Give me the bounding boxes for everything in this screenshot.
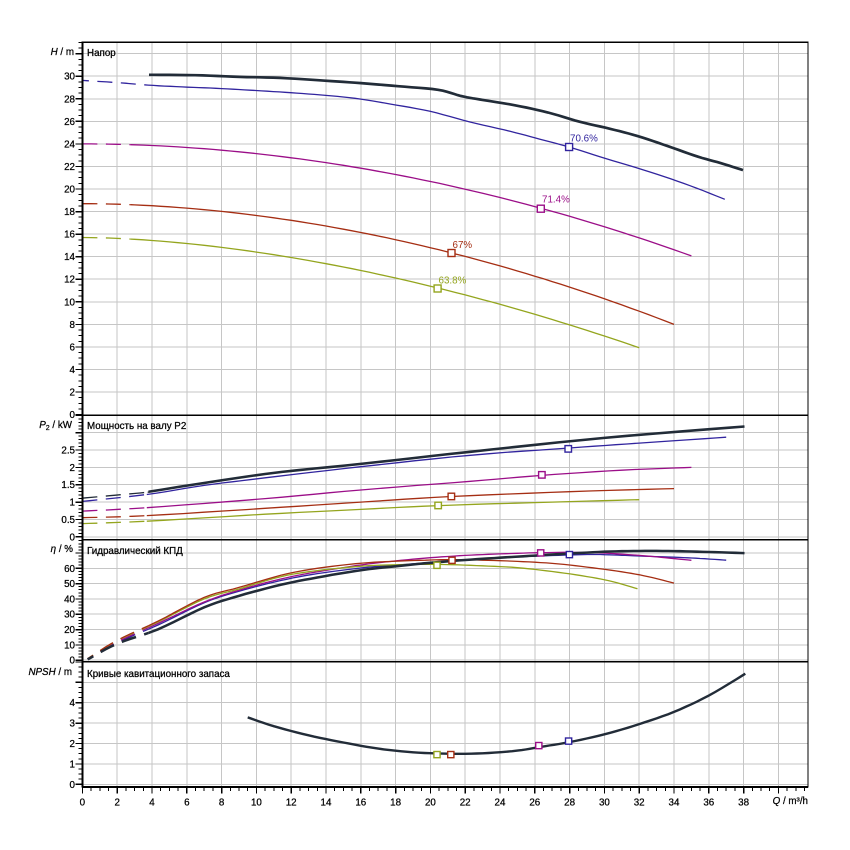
svg-text:0: 0 (70, 410, 76, 421)
svg-text:34: 34 (669, 797, 680, 808)
svg-text:12: 12 (286, 797, 297, 808)
svg-text:63.8%: 63.8% (439, 276, 467, 287)
svg-text:NPSH / m: NPSH / m (28, 667, 72, 678)
svg-text:4: 4 (70, 698, 76, 709)
svg-text:16: 16 (355, 797, 366, 808)
svg-text:0: 0 (80, 797, 86, 808)
svg-text:30: 30 (64, 72, 75, 83)
svg-text:10: 10 (251, 797, 262, 808)
svg-text:18: 18 (64, 207, 75, 218)
svg-text:1.5: 1.5 (61, 480, 75, 491)
svg-text:10: 10 (64, 640, 75, 651)
svg-text:Напор: Напор (87, 48, 116, 59)
svg-text:50: 50 (64, 579, 75, 590)
svg-text:28: 28 (64, 94, 75, 105)
svg-text:38: 38 (738, 797, 749, 808)
svg-text:2: 2 (70, 463, 75, 474)
svg-text:2: 2 (114, 797, 119, 808)
svg-text:71.4%: 71.4% (542, 195, 570, 206)
svg-text:2: 2 (70, 388, 75, 399)
svg-text:0: 0 (70, 656, 76, 667)
svg-text:14: 14 (64, 252, 75, 263)
svg-text:Гидравлический КПД: Гидравлический КПД (87, 546, 183, 557)
svg-text:26: 26 (64, 117, 75, 128)
svg-text:20: 20 (64, 185, 75, 196)
svg-text:30: 30 (64, 610, 75, 621)
svg-text:22: 22 (64, 162, 75, 173)
svg-text:1: 1 (70, 759, 75, 770)
svg-text:P2 / kW: P2 / kW (39, 420, 73, 432)
svg-text:28: 28 (564, 797, 575, 808)
svg-text:4: 4 (70, 365, 76, 376)
svg-text:60: 60 (64, 564, 75, 575)
svg-text:3: 3 (70, 719, 76, 730)
svg-text:Мощность на валу P2: Мощность на валу P2 (87, 421, 186, 432)
svg-text:2.5: 2.5 (61, 446, 75, 457)
svg-text:67%: 67% (453, 240, 473, 251)
svg-text:30: 30 (599, 797, 610, 808)
svg-text:40: 40 (64, 594, 75, 605)
svg-text:Кривые кавитационного запаса: Кривые кавитационного запаса (87, 669, 230, 680)
svg-text:14: 14 (321, 797, 332, 808)
svg-text:2: 2 (70, 739, 75, 750)
svg-text:12: 12 (64, 275, 75, 286)
svg-text:0: 0 (70, 780, 76, 791)
svg-text:8: 8 (219, 797, 225, 808)
svg-text:10: 10 (64, 297, 75, 308)
svg-text:6: 6 (184, 797, 190, 808)
svg-text:24: 24 (64, 139, 75, 150)
svg-text:6: 6 (70, 342, 76, 353)
svg-text:H / m: H / m (51, 47, 74, 58)
svg-text:8: 8 (70, 320, 76, 331)
svg-text:Q / m³/h: Q / m³/h (773, 796, 808, 807)
svg-text:η / %: η / % (51, 544, 74, 555)
svg-text:22: 22 (460, 797, 471, 808)
svg-text:20: 20 (64, 625, 75, 636)
svg-text:36: 36 (703, 797, 714, 808)
svg-text:70.6%: 70.6% (570, 133, 598, 144)
svg-text:0: 0 (70, 532, 76, 543)
svg-text:26: 26 (529, 797, 540, 808)
svg-text:0.5: 0.5 (61, 515, 75, 526)
svg-text:20: 20 (425, 797, 436, 808)
svg-text:24: 24 (495, 797, 506, 808)
svg-text:4: 4 (149, 797, 155, 808)
svg-text:32: 32 (634, 797, 645, 808)
svg-text:18: 18 (390, 797, 401, 808)
svg-text:16: 16 (64, 230, 75, 241)
svg-text:1: 1 (70, 498, 75, 509)
